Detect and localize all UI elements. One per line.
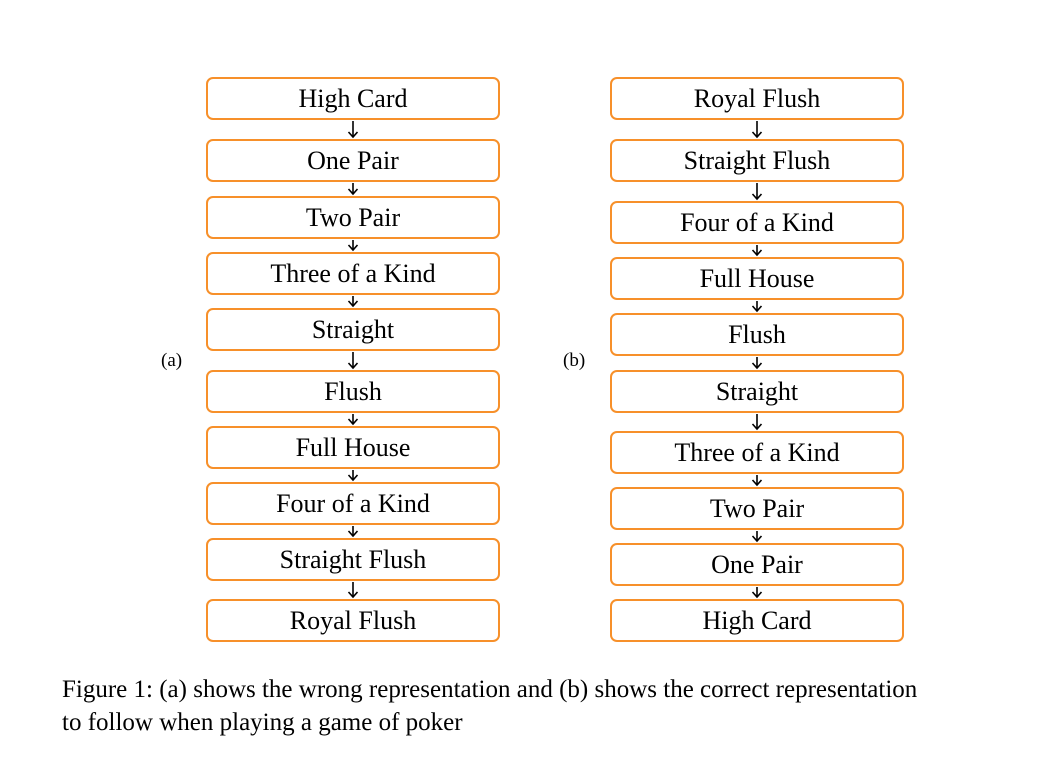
flow-column-a: High Card One Pair Two Pair Three of a Kind… <box>206 0 500 766</box>
down-arrow-icon <box>346 581 360 599</box>
flow-node: Royal Flush <box>206 599 500 642</box>
flow-node: High Card <box>610 599 904 642</box>
flow-node: Straight <box>206 308 500 351</box>
down-arrow-icon <box>750 474 764 487</box>
down-arrow-icon <box>346 413 360 426</box>
flow-node: Full House <box>206 426 500 469</box>
flow-node: Three of a Kind <box>610 431 904 474</box>
caption-line-2: to follow when playing a game of poker <box>62 709 463 736</box>
flow-column-b: Royal Flush Straight Flush Four of a Kind F… <box>610 0 904 766</box>
subfigure-label-a: (a) <box>161 350 183 371</box>
down-arrow-icon <box>346 182 360 196</box>
down-arrow-icon <box>750 413 764 431</box>
caption-line-1: Figure 1: (a) shows the wrong representa… <box>62 676 918 703</box>
flow-node: High Card <box>206 77 500 120</box>
down-arrow-icon <box>750 586 764 599</box>
down-arrow-icon <box>750 530 764 543</box>
subfigure-label-b: (b) <box>563 350 586 371</box>
down-arrow-icon <box>346 525 360 538</box>
down-arrow-icon <box>346 469 360 482</box>
down-arrow-icon <box>346 120 360 139</box>
down-arrow-icon <box>750 182 764 201</box>
flow-node: Flush <box>610 313 904 356</box>
flow-node: Straight Flush <box>610 139 904 182</box>
figure-caption: Figure 1: (a) shows the wrong representa… <box>62 673 1022 739</box>
flow-node: Four of a Kind <box>610 201 904 244</box>
down-arrow-icon <box>750 244 764 257</box>
down-arrow-icon <box>750 120 764 139</box>
flow-node: Two Pair <box>206 196 500 239</box>
down-arrow-icon <box>750 356 764 370</box>
down-arrow-icon <box>750 300 764 313</box>
flow-node: Royal Flush <box>610 77 904 120</box>
flow-node: Three of a Kind <box>206 252 500 295</box>
flow-node: Full House <box>610 257 904 300</box>
flow-node: One Pair <box>610 543 904 586</box>
flow-node: Straight <box>610 370 904 413</box>
down-arrow-icon <box>346 351 360 370</box>
down-arrow-icon <box>346 295 360 308</box>
flow-node: Two Pair <box>610 487 904 530</box>
flow-node: Flush <box>206 370 500 413</box>
flow-node: Four of a Kind <box>206 482 500 525</box>
flow-node: Straight Flush <box>206 538 500 581</box>
down-arrow-icon <box>346 239 360 252</box>
flow-node: One Pair <box>206 139 500 182</box>
